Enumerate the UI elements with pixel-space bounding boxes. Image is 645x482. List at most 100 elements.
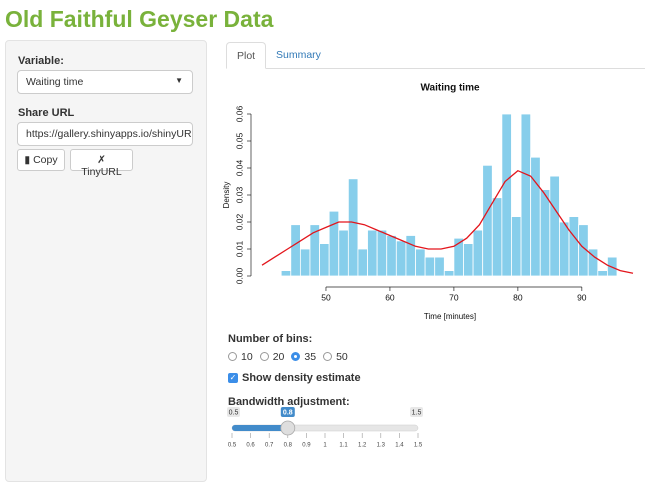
bar [319, 243, 330, 277]
radio-option[interactable]: 10 [228, 351, 253, 363]
y-tick-label: 0.06 [234, 105, 244, 122]
y-tick-label: 0.00 [234, 267, 244, 284]
caret: ▼ [175, 76, 183, 85]
bar [568, 216, 580, 277]
radio-option[interactable]: 35 [291, 351, 316, 363]
bar [424, 256, 436, 277]
radio-button [228, 352, 237, 361]
x-tick-label: 60 [385, 292, 395, 302]
bandwidth-label: Bandwidth adjustment: [228, 396, 350, 408]
bar [597, 270, 608, 277]
url-input[interactable]: https://gallery.shinyapps.io/shinyURL/? [17, 122, 193, 146]
x-tick-label: 70 [449, 292, 459, 302]
slider-tick-label: 1.2 [358, 443, 367, 449]
bar [443, 270, 455, 277]
slider-handle[interactable] [280, 420, 296, 436]
slider[interactable]: 0.5 0.6 0.7 0.8 0.9 1 1.1 1.2 1.3 1.4 1.5 0.5 1.5 0.8 [222, 405, 427, 455]
slider-min: 0.5 [229, 409, 239, 416]
radio-option[interactable]: 50 [323, 351, 348, 363]
radio-button [291, 352, 301, 361]
radio-button [259, 352, 269, 361]
bar [491, 197, 503, 277]
bar [328, 210, 340, 277]
tab[interactable]: Plot [226, 42, 267, 69]
y-axis-label: Density [222, 182, 231, 209]
y-tick-label: 0.02 [234, 213, 244, 230]
slider-fill [232, 425, 288, 431]
bar [376, 229, 388, 277]
bar [511, 216, 522, 277]
tab-line [264, 68, 645, 69]
select-value: Waiting time [26, 76, 84, 88]
slider-tick-label: 0.7 [265, 443, 274, 449]
slider-tick-label: 0.6 [246, 443, 255, 449]
bar [299, 248, 311, 277]
x-tick-label: 90 [577, 292, 587, 302]
url-text: https://gallery.shinyapps.io/shinyURL/? [26, 128, 193, 140]
x-axis-label: Time [minutes] [424, 312, 476, 321]
x-tick-label: 80 [513, 292, 523, 302]
slider-tick-label: 0.5 [228, 443, 237, 449]
y-tick-label: 0.05 [234, 132, 244, 149]
checkbox[interactable]: ✓ [228, 373, 238, 383]
page: Old Faithful Geyser Data Variable: Waiti… [5, 6, 645, 482]
bar [405, 235, 416, 277]
bar [434, 256, 445, 277]
slider-tick-label: 0.8 [284, 443, 293, 449]
y-tick-label: 0.01 [234, 240, 244, 257]
bar [530, 156, 541, 277]
bar [539, 189, 551, 277]
slider-tick-label: 1.1 [339, 443, 348, 449]
bar [501, 113, 512, 277]
tab[interactable]: Summary [276, 49, 321, 61]
bar [482, 164, 493, 277]
min-label-bg [227, 407, 240, 417]
chart: Waiting time 50 60 70 80 90 Time [minutes] 0.00… [222, 83, 634, 321]
button-text: Copy [33, 154, 58, 166]
tinyurl-button[interactable]: ✗ TinyURL [70, 149, 133, 178]
slider-tick-label: 1 [323, 443, 327, 449]
x-tick-label: 50 [321, 292, 331, 302]
slider-tick-label: 1.5 [414, 443, 423, 449]
bar [463, 243, 474, 277]
bar [367, 229, 378, 277]
radio-option[interactable]: 20 [259, 350, 285, 363]
slider-tick-label: 1.3 [377, 443, 386, 449]
chart-title: Waiting time [420, 83, 480, 94]
app-title: Old Faithful Geyser Data [5, 6, 274, 32]
bar [357, 248, 368, 277]
slider-value: 0.8 [283, 409, 293, 416]
radio-group: 10 20 35 50 [228, 348, 355, 366]
button-text: TinyURL [81, 166, 122, 178]
bar [386, 235, 397, 277]
bar [290, 224, 301, 277]
radio-label: 20 [272, 350, 285, 363]
y-tick-label: 0.03 [234, 186, 244, 203]
bar [549, 175, 560, 277]
radio-label: 35 [304, 350, 317, 363]
bins-label: Number of bins: [228, 333, 313, 345]
density-line [261, 169, 634, 274]
slider-tick-label: 1.4 [395, 443, 404, 449]
bar [520, 113, 532, 277]
sidebar [5, 40, 207, 482]
bar [472, 229, 484, 277]
bar [559, 221, 570, 277]
bar [395, 240, 407, 277]
checkbox-label: Show density estimate [242, 372, 361, 384]
variable-label: Variable: [18, 55, 64, 67]
y-tick-label: 0.04 [234, 159, 244, 176]
radio-label: 10 [241, 350, 253, 363]
value-label-bg [280, 407, 295, 417]
max-label-bg [410, 407, 423, 417]
bar [338, 229, 349, 277]
bar [587, 248, 599, 277]
slider-max: 1.5 [412, 409, 422, 416]
share-label: Share URL [18, 107, 75, 119]
bar [347, 178, 359, 277]
radio-label: 50 [336, 350, 348, 363]
bar [280, 270, 292, 277]
variable-select[interactable]: Waiting time ▼ [17, 70, 193, 94]
slider-tick-label: 0.9 [302, 443, 311, 449]
copy-button[interactable]: ▮ Copy [17, 149, 65, 171]
